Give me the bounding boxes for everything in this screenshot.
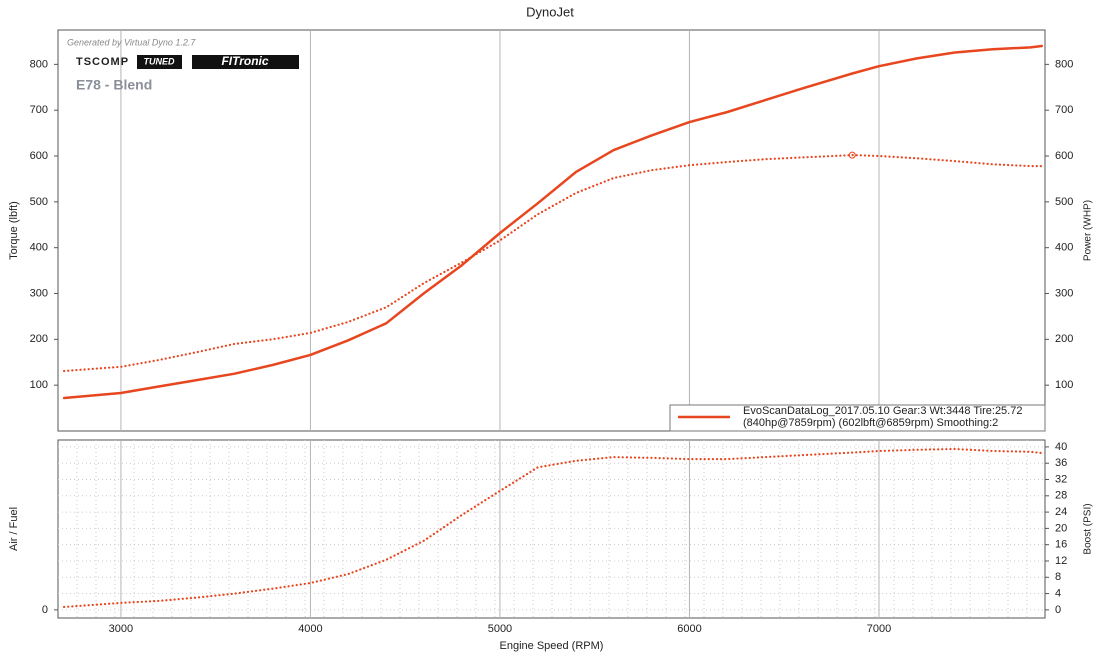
y2-tick-label: 500 — [1055, 196, 1073, 208]
legend-detail: (840hp@7859rpm) (602lbft@6859rpm) Smooth… — [743, 417, 998, 429]
data-line — [62, 44, 1044, 400]
y2-tick-label: 800 — [1055, 58, 1073, 70]
y2-tick-label: 4 — [1055, 587, 1061, 599]
generator-note: Generated by Virtual Dyno 1.2.7 — [67, 37, 196, 47]
x-tick-label: 7000 — [867, 623, 891, 635]
y2-tick-label: 20 — [1055, 522, 1067, 534]
chart-subtitle: E78 - Blend — [76, 77, 152, 93]
y2-tick-label: 400 — [1055, 242, 1073, 254]
x-tick-label: 3000 — [109, 623, 133, 635]
x-tick-label: 4000 — [298, 623, 322, 635]
y2-tick-label: 700 — [1055, 104, 1073, 116]
x-tick-label: 6000 — [677, 623, 701, 635]
logo-text: TUNED — [144, 56, 175, 66]
y-tick-label: 200 — [30, 333, 48, 345]
y-axis-label: Air / Fuel — [8, 507, 20, 551]
y2-tick-label: 300 — [1055, 287, 1073, 299]
logo-box — [137, 55, 182, 69]
plot-area — [57, 29, 1046, 432]
y-tick-label: 400 — [30, 242, 48, 254]
chart-title: DynoJet — [526, 4, 574, 19]
logo-box — [192, 55, 299, 69]
data-line — [62, 447, 1043, 609]
y2-tick-label: 36 — [1055, 457, 1067, 469]
y-tick-label: 100 — [30, 379, 48, 391]
y-tick-label: 0 — [42, 604, 48, 616]
y-tick-label: 700 — [30, 104, 48, 116]
x-tick-label: 5000 — [488, 623, 512, 635]
logo-text: TSCOMP — [76, 56, 129, 68]
y2-tick-label: 200 — [1055, 333, 1073, 345]
legend-box — [669, 404, 1046, 432]
y2-tick-label: 100 — [1055, 379, 1073, 391]
y2-tick-label: 24 — [1055, 506, 1067, 518]
y2-tick-label: 12 — [1055, 555, 1067, 567]
y2-tick-label: 28 — [1055, 490, 1067, 502]
y2-tick-label: 0 — [1055, 604, 1061, 616]
y2-tick-label: 600 — [1055, 150, 1073, 162]
y-tick-label: 600 — [30, 150, 48, 162]
legend-label: EvoScanDataLog_2017.05.10 Gear:3 Wt:3448… — [743, 405, 1022, 417]
x-axis-label: Engine Speed (RPM) — [500, 640, 604, 652]
data-line — [62, 154, 1043, 373]
y2-tick-label: 16 — [1055, 539, 1067, 551]
y-axis-label: Torque (lbft) — [8, 201, 20, 260]
logo-text: FITronic — [221, 54, 268, 68]
y-tick-label: 500 — [30, 196, 48, 208]
y2-axis-label: Boost (PSI) — [1083, 503, 1094, 554]
y-tick-label: 300 — [30, 287, 48, 299]
peak-marker — [848, 151, 856, 159]
y-tick-label: 800 — [30, 58, 48, 70]
y2-tick-label: 32 — [1055, 473, 1067, 485]
y2-axis-label: Power (WHP) — [1083, 200, 1094, 261]
y2-tick-label: 8 — [1055, 571, 1061, 583]
y2-tick-label: 40 — [1055, 441, 1067, 453]
